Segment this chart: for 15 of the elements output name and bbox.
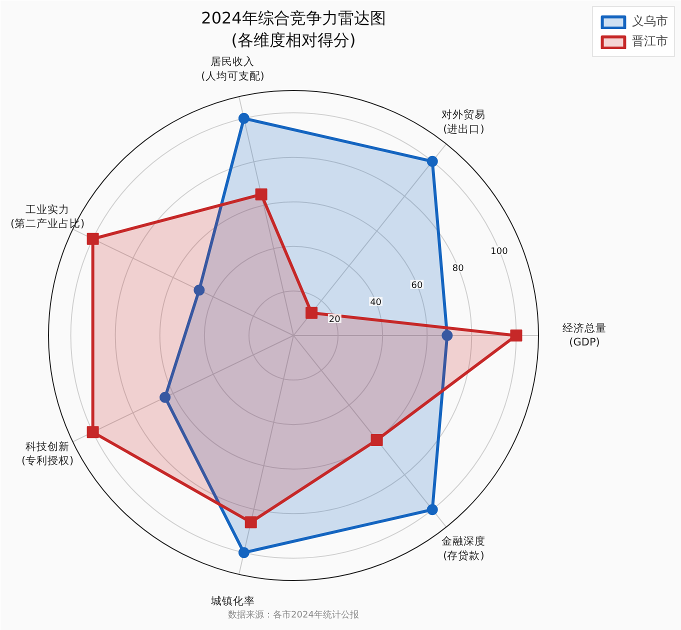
spoke-label: 经济总量 (GDP)	[562, 321, 606, 349]
spoke-label: 城镇化率	[210, 594, 255, 608]
text: 2024年综合竞争力雷达图 (各维度相对得分)	[201, 8, 386, 50]
spoke-label: 金融深度 (存贷款)	[442, 534, 486, 562]
y-tick-label: 100	[490, 246, 508, 257]
source-note: 数据来源：各市2024年统计公报	[228, 610, 359, 620]
y-tick-label: 80	[452, 264, 464, 274]
spoke-label: 对外贸易 (进出口)	[442, 108, 486, 136]
spoke-label: 居民收入 (人均可支配)	[201, 55, 264, 83]
y-tick-label: 20	[328, 314, 341, 325]
y-tick-label: 60	[411, 280, 423, 291]
y-tick-label: 40	[370, 298, 382, 308]
legend-label: 义乌市	[632, 13, 668, 30]
spoke-label: 科技创新 (专利授权)	[21, 440, 74, 468]
legend-label: 晋江市	[632, 33, 668, 50]
